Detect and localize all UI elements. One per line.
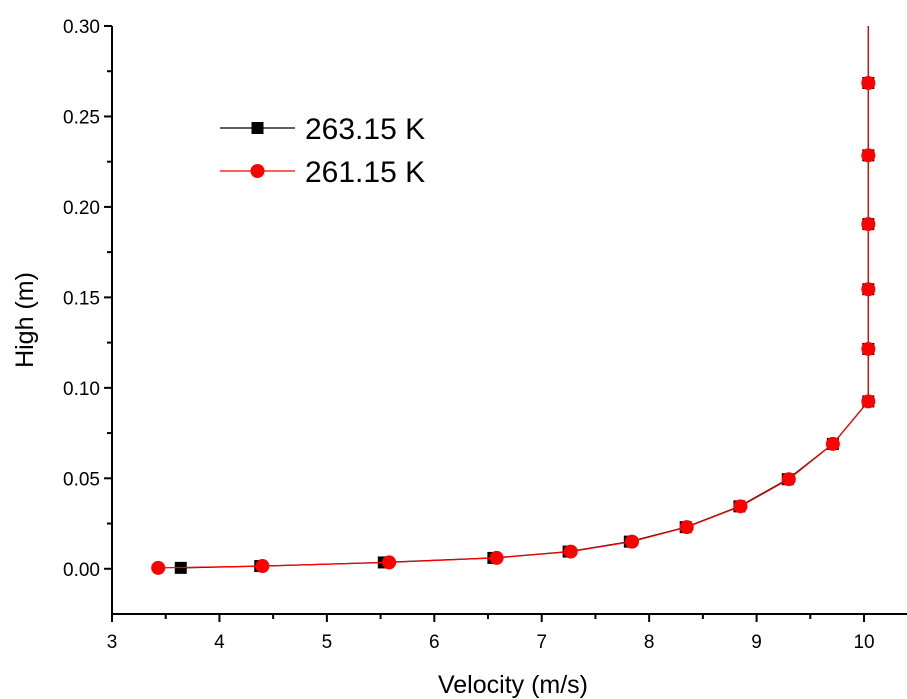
y-tick-label: 0.00 [63, 560, 100, 581]
x-axis-title: Velocity (m/s) [438, 671, 588, 699]
legend-entry-1: 263.15 K [220, 113, 425, 146]
legend-marker-circle [250, 164, 265, 178]
legend-entry-2: 261.15 K [220, 156, 425, 189]
data-point-circle [151, 560, 166, 575]
data-point-circle [255, 559, 270, 574]
y-axis-title: High (m) [11, 272, 39, 368]
x-tick-label: 6 [429, 632, 440, 653]
data-point-circle [733, 499, 748, 514]
legend-label: 261.15 K [305, 156, 425, 189]
y-tick-label: 0.15 [63, 288, 100, 309]
data-point-circle [781, 472, 796, 487]
data-point-circle [861, 75, 876, 90]
data-point-circle [861, 282, 876, 297]
data-point-circle [861, 148, 876, 163]
legend: 263.15 K 261.15 K [220, 113, 425, 189]
data-point-circle [679, 520, 694, 535]
series-layer [151, 26, 876, 575]
y-tick-label: 0.30 [63, 17, 100, 38]
x-tick-label: 9 [751, 632, 762, 653]
x-tick-label: 4 [214, 632, 225, 653]
x-tick-label: 10 [853, 632, 874, 653]
axes: 3 4 5 6 7 8 9 10 0.00 0.05 0.10 0.15 0.20 0.25 0.30 [63, 17, 907, 653]
data-point-circle [861, 217, 876, 232]
data-point-circle [382, 555, 397, 570]
series-line [180, 26, 869, 569]
y-tick-label: 0.25 [63, 107, 100, 128]
x-tick-label: 5 [322, 632, 333, 653]
series-2 [151, 26, 876, 575]
y-tick-label: 0.10 [63, 379, 100, 400]
data-point-circle [489, 550, 504, 565]
legend-label: 263.15 K [305, 113, 425, 146]
y-tick-label: 0.20 [63, 198, 100, 219]
x-tick-label: 8 [644, 632, 655, 653]
data-point-circle [861, 394, 876, 409]
x-tick-label: 3 [107, 632, 118, 653]
data-point-circle [861, 341, 876, 356]
data-point-circle [624, 534, 639, 549]
legend-marker-square [251, 122, 264, 134]
series-1 [174, 26, 875, 574]
series-line [158, 26, 869, 569]
data-point-circle [563, 544, 578, 559]
x-tick-label: 7 [536, 632, 547, 653]
data-point-circle [825, 436, 840, 451]
y-tick-label: 0.05 [63, 469, 100, 490]
